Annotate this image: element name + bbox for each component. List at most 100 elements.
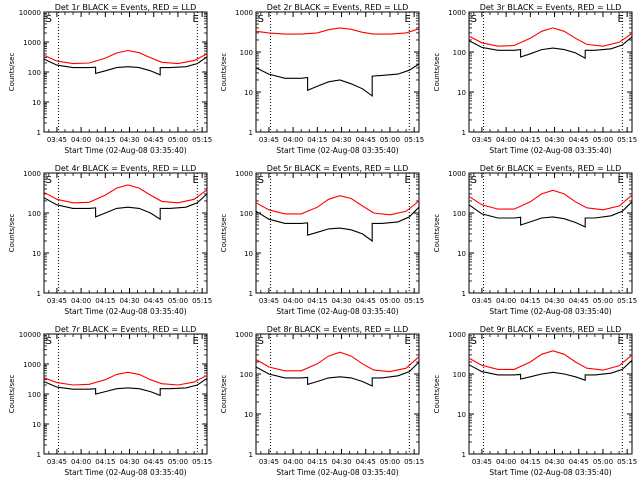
x-tick-label: 04:45 — [356, 136, 376, 144]
series-line-events — [255, 63, 420, 97]
panel-det-1: Det 1r BLACK = Events, RED = LLD 1 10 100 10… — [8, 3, 212, 155]
x-tick-label: 04:15 — [307, 458, 327, 466]
x-tick-label: 05:15 — [192, 297, 212, 305]
x-tick-label: 05:15 — [404, 297, 424, 305]
end-marker-label: E — [193, 175, 199, 186]
x-tick-label: 04:15 — [95, 297, 115, 305]
end-marker-label: E — [618, 175, 624, 186]
y-tick-label: 10 — [244, 411, 253, 419]
y-tick-label: 10 — [32, 421, 41, 429]
y-tick-label: 10 — [457, 250, 466, 258]
x-tick-label: 05:15 — [404, 136, 424, 144]
panel-title: Det 6r BLACK = Events, RED = LLD — [480, 164, 622, 173]
x-tick-label: 04:00 — [71, 136, 91, 144]
x-tick-label: 04:00 — [283, 458, 303, 466]
y-tick-label: 1 — [462, 290, 466, 298]
x-tick-label: 05:15 — [192, 136, 212, 144]
x-axis-label: Start Time (02-Aug-08 03:35:40) — [64, 307, 186, 316]
series-line-lld — [43, 184, 208, 204]
x-tick-label: 05:00 — [168, 136, 188, 144]
x-tick-label: 04:45 — [144, 136, 164, 144]
y-tick-label: 1000 — [448, 9, 466, 17]
series-line-events — [255, 361, 420, 387]
y-tick-label: 10000 — [19, 9, 41, 17]
plot-frame — [468, 333, 633, 455]
x-tick-label: 03:45 — [47, 136, 67, 144]
y-tick-label: 1000 — [23, 361, 41, 369]
panel-title: Det 7r BLACK = Events, RED = LLD — [55, 325, 197, 334]
panel-title: Det 2r BLACK = Events, RED = LLD — [267, 3, 409, 12]
x-axis-label: Start Time (02-Aug-08 03:35:40) — [489, 307, 611, 316]
start-marker-label: S — [258, 336, 264, 347]
series-line-lld — [468, 350, 633, 371]
x-tick-label: 04:00 — [496, 136, 516, 144]
x-tick-label: 04:15 — [95, 458, 115, 466]
y-tick-label: 100 — [240, 49, 253, 57]
panel-title: Det 8r BLACK = Events, RED = LLD — [267, 325, 409, 334]
y-tick-label: 1 — [37, 451, 41, 459]
x-tick-label: 04:30 — [331, 458, 351, 466]
y-tick-label: 100 — [28, 391, 41, 399]
x-tick-label: 04:15 — [95, 136, 115, 144]
series-line-lld — [43, 371, 208, 386]
end-marker-label: E — [405, 175, 411, 186]
series-line-lld — [255, 351, 420, 373]
x-axis-label: Start Time (02-Aug-08 03:35:40) — [276, 146, 398, 155]
x-tick-label: 04:00 — [71, 458, 91, 466]
panel-title: Det 5r BLACK = Events, RED = LLD — [267, 164, 409, 173]
panel-det-9: Det 9r BLACK = Events, RED = LLD 1 10 100 10… — [433, 325, 637, 477]
start-marker-label: S — [46, 336, 52, 347]
y-tick-label: 10 — [244, 89, 253, 97]
y-axis-label: Counts/sec — [8, 375, 16, 414]
y-tick-label: 10 — [32, 99, 41, 107]
x-axis-label: Start Time (02-Aug-08 03:35:40) — [489, 468, 611, 477]
y-axis-label: Counts/sec — [220, 214, 228, 253]
y-tick-label: 100 — [28, 69, 41, 77]
x-tick-label: 04:45 — [569, 297, 589, 305]
x-tick-label: 05:00 — [380, 136, 400, 144]
x-tick-label: 04:00 — [496, 297, 516, 305]
x-tick-label: 04:00 — [283, 297, 303, 305]
x-tick-label: 04:45 — [569, 136, 589, 144]
plot-frame — [468, 172, 633, 294]
panel-det-3: Det 3r BLACK = Events, RED = LLD 1 10 100 10… — [433, 3, 637, 155]
y-tick-label: 1000 — [235, 170, 253, 178]
y-axis-label: Counts/sec — [433, 214, 441, 253]
y-tick-label: 1000 — [448, 170, 466, 178]
x-tick-label: 03:45 — [472, 297, 492, 305]
y-tick-label: 1000 — [448, 331, 466, 339]
x-tick-label: 05:00 — [168, 458, 188, 466]
x-tick-label: 04:30 — [119, 297, 139, 305]
x-tick-label: 05:00 — [168, 297, 188, 305]
y-axis-label: Counts/sec — [8, 53, 16, 92]
x-tick-label: 04:45 — [144, 297, 164, 305]
series-line-lld — [43, 49, 208, 65]
end-marker-label: E — [618, 336, 624, 347]
start-marker-label: S — [46, 175, 52, 186]
series-line-events — [43, 377, 208, 397]
y-tick-label: 1 — [37, 290, 41, 298]
panel-det-5: Det 5r BLACK = Events, RED = LLD 1 10 100 10… — [220, 164, 424, 316]
y-axis-label: Counts/sec — [220, 375, 228, 414]
y-tick-label: 1 — [249, 129, 253, 137]
panel-det-7: Det 7r BLACK = Events, RED = LLD 1 10 100 10… — [8, 325, 212, 477]
series-line-events — [43, 56, 208, 76]
x-axis-label: Start Time (02-Aug-08 03:35:40) — [276, 307, 398, 316]
y-tick-label: 1 — [37, 129, 41, 137]
plot-frame — [255, 11, 420, 133]
y-tick-label: 1000 — [235, 331, 253, 339]
x-tick-label: 03:45 — [259, 297, 279, 305]
y-axis-label: Counts/sec — [220, 53, 228, 92]
plot-frame — [468, 11, 633, 133]
x-tick-label: 05:15 — [617, 297, 637, 305]
y-tick-label: 1000 — [235, 9, 253, 17]
x-axis-label: Start Time (02-Aug-08 03:35:40) — [276, 468, 398, 477]
x-tick-label: 04:00 — [496, 458, 516, 466]
x-tick-label: 04:15 — [307, 297, 327, 305]
y-tick-label: 10 — [457, 89, 466, 97]
x-tick-label: 04:15 — [520, 136, 540, 144]
y-tick-label: 1000 — [23, 39, 41, 47]
x-tick-label: 03:45 — [472, 136, 492, 144]
x-tick-label: 03:45 — [259, 458, 279, 466]
